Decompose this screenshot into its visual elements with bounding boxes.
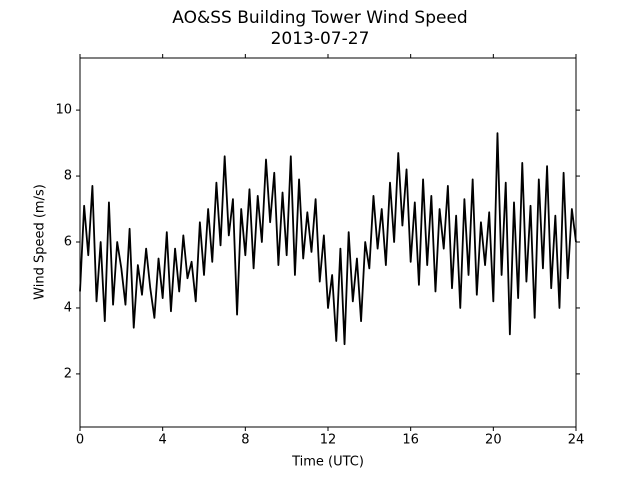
y-tick-label: 8 — [64, 169, 72, 184]
x-tick-label: 24 — [568, 433, 585, 448]
x-tick-label: 0 — [76, 433, 84, 448]
x-tick-label: 4 — [159, 433, 167, 448]
y-axis-label: Wind Speed (m/s) — [33, 184, 48, 300]
data-line — [79, 132, 577, 346]
x-tick-label: 12 — [320, 433, 337, 448]
x-tick-label: 20 — [485, 433, 502, 448]
y-tick-label: 4 — [64, 300, 72, 315]
y-tick-label: 10 — [55, 103, 72, 118]
y-tick-label: 6 — [64, 235, 72, 250]
x-tick-label: 16 — [402, 433, 419, 448]
chart-title: AO&SS Building Tower Wind Speed — [172, 8, 467, 28]
plot-frame — [79, 57, 577, 428]
x-tick-label: 8 — [241, 433, 249, 448]
x-axis-label: Time (UTC) — [291, 455, 364, 470]
y-tick-label: 2 — [64, 366, 72, 381]
chart-subtitle: 2013-07-27 — [271, 29, 370, 49]
